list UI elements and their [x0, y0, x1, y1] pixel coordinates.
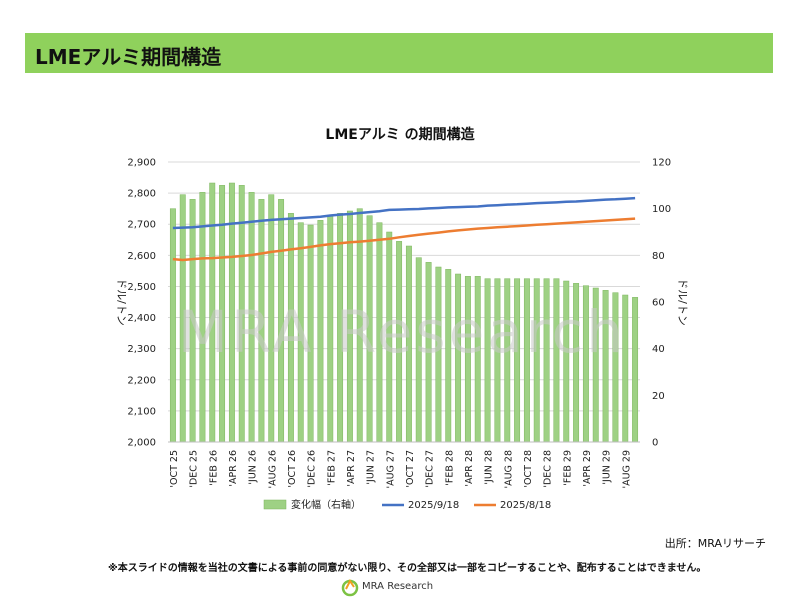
logo-text: MRA Research: [362, 581, 434, 592]
logo: MRA Research: [340, 577, 460, 597]
x-tick-label: 'DEC 28: [543, 450, 554, 488]
x-tick-label: 'DEC 26: [307, 450, 318, 488]
x-tick-label: 'APR 27: [346, 450, 357, 487]
legend-label: 2025/9/18: [408, 500, 459, 511]
watermark: MRA Research: [178, 298, 626, 366]
x-tick-label: 'FEB 26: [208, 450, 219, 486]
y-tick-left: 2,800: [127, 189, 156, 200]
x-tick-label: 'OCT 27: [405, 450, 416, 488]
y-tick-left: 2,000: [127, 438, 156, 449]
legend-label: 変化幅（右軸）: [291, 498, 361, 511]
bar: [169, 208, 176, 443]
x-tick-label: 'OCT 25: [169, 450, 180, 488]
y-tick-left: 2,200: [127, 375, 156, 386]
page-title: LMEアルミ期間構造: [35, 45, 222, 69]
chart-title: LMEアルミ の期間構造: [325, 126, 474, 143]
y-axis-label-left: ドル/トン: [115, 278, 128, 326]
x-tick-label: 'APR 26: [228, 450, 239, 487]
x-tick-label: 'AUG 27: [385, 450, 396, 489]
y-tick-right: 60: [652, 298, 665, 309]
x-tick-label: 'FEB 29: [562, 450, 573, 486]
y-tick-right: 80: [652, 251, 665, 262]
x-tick-label: 'JUN 28: [484, 450, 495, 485]
x-tick-label: 'OCT 28: [523, 450, 534, 488]
bar: [632, 297, 639, 443]
x-tick-label: 'DEC 27: [425, 450, 436, 488]
y-tick-left: 2,600: [127, 251, 156, 262]
logo-icon: [341, 579, 359, 597]
x-tick-label: 'OCT 26: [287, 450, 298, 488]
x-tick-label: 'APR 29: [582, 450, 593, 487]
y-tick-left: 2,300: [127, 344, 156, 355]
x-tick-label: 'JUN 27: [366, 450, 377, 485]
source-note: 出所：MRAリサーチ: [664, 537, 766, 550]
y-axis-label-right: ドル/トン: [676, 278, 689, 326]
y-tick-right: 20: [652, 391, 665, 402]
x-tick-label: 'FEB 28: [444, 450, 455, 486]
y-tick-left: 2,400: [127, 313, 156, 324]
y-tick-left: 2,500: [127, 282, 156, 293]
y-tick-right: 100: [652, 204, 671, 215]
legend-swatch-bars: [263, 499, 287, 510]
x-tick-label: 'JUN 26: [248, 450, 259, 485]
y-tick-left: 2,900: [127, 158, 156, 169]
x-tick-label: 'AUG 29: [621, 450, 632, 489]
series-line-2: [172, 217, 636, 262]
series-line-1: [172, 196, 636, 230]
header-bar: LMEアルミ期間構造: [25, 33, 773, 73]
x-tick-label: 'AUG 28: [503, 450, 514, 489]
y-tick-left: 2,100: [127, 406, 156, 417]
y-tick-right: 0: [652, 438, 658, 449]
x-tick-label: 'DEC 25: [189, 450, 200, 488]
y-tick-right: 40: [652, 344, 665, 355]
y-tick-right: 120: [652, 158, 671, 169]
y-tick-left: 2,700: [127, 220, 156, 231]
legend-label: 2025/8/18: [500, 500, 551, 511]
disclaimer: ※本スライドの情報を当社の文書による事前の同意がない限り、その全部又は一部をコピ…: [108, 563, 707, 574]
x-tick-label: 'AUG 26: [267, 450, 278, 489]
x-tick-label: 'FEB 27: [326, 450, 337, 486]
x-tick-label: 'APR 28: [464, 450, 475, 487]
x-tick-label: 'JUN 29: [602, 450, 613, 485]
